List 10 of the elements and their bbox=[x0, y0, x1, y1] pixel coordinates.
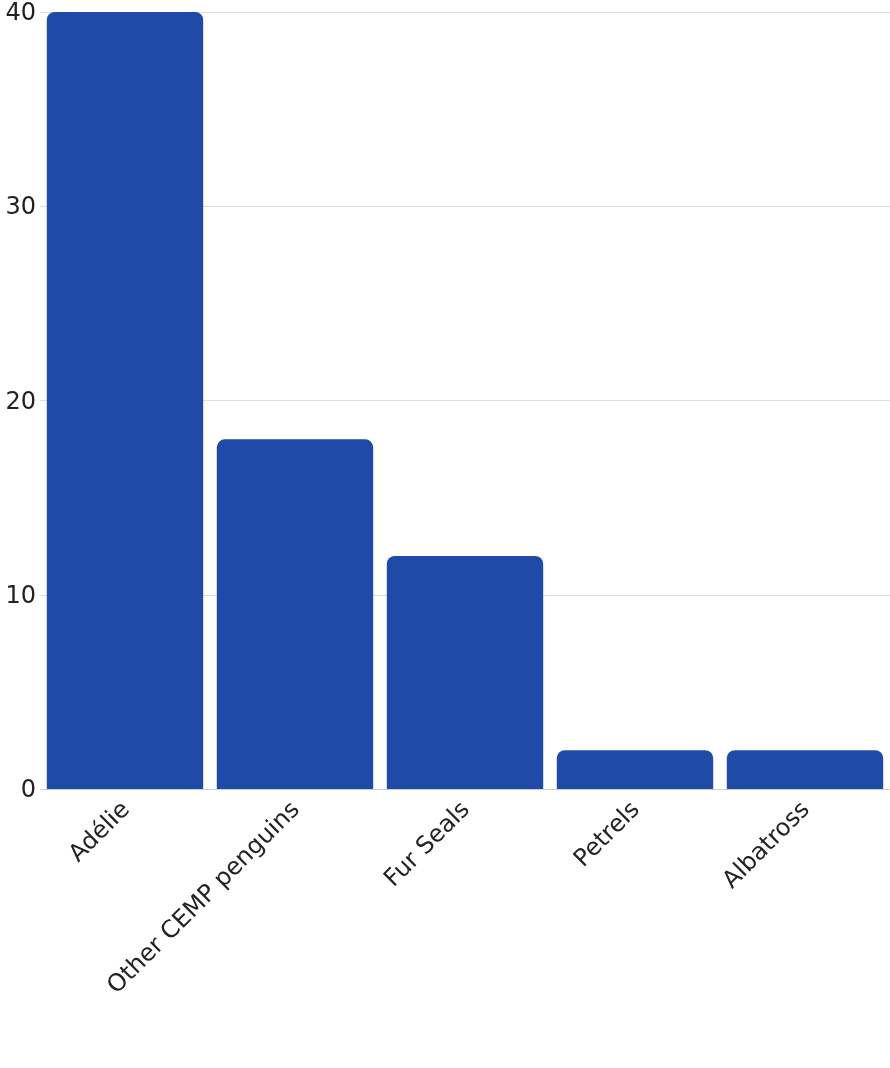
y-tick-label: 0 bbox=[20, 775, 36, 803]
y-tick-label: 30 bbox=[5, 192, 36, 221]
bar bbox=[216, 439, 374, 789]
y-tick-label: 20 bbox=[5, 386, 36, 415]
y-tick-label: 40 bbox=[5, 0, 36, 26]
bar bbox=[556, 750, 714, 789]
bar bbox=[726, 750, 884, 789]
bar bbox=[386, 555, 544, 789]
y-tick-label: 10 bbox=[5, 580, 36, 609]
bar bbox=[46, 12, 204, 789]
